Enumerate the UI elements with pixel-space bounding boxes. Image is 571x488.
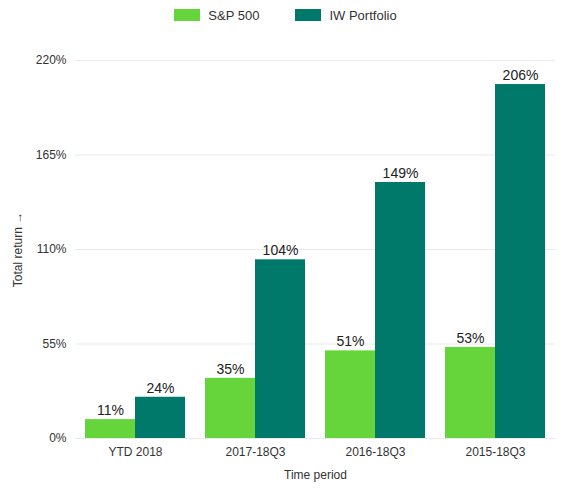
svg-text:51%: 51% bbox=[336, 333, 364, 349]
html-text:S&P 500: S&P 500 bbox=[208, 7, 260, 23]
svg-text:149%: 149% bbox=[383, 165, 419, 181]
svg-text:0%: 0% bbox=[49, 431, 67, 445]
svg-text:YTD 2018: YTD 2018 bbox=[108, 445, 162, 459]
svg-text:Total return →: Total return → bbox=[11, 212, 25, 287]
svg-text:2017-18Q3: 2017-18Q3 bbox=[225, 445, 285, 459]
svg-text:206%: 206% bbox=[503, 67, 539, 83]
svg-text:2015-18Q3: 2015-18Q3 bbox=[465, 445, 525, 459]
svg-text:53%: 53% bbox=[456, 330, 484, 346]
svg-text:24%: 24% bbox=[146, 380, 174, 396]
svg-text:165%: 165% bbox=[36, 148, 67, 162]
svg-text:35%: 35% bbox=[216, 361, 244, 377]
svg-text:11%: 11% bbox=[97, 402, 124, 418]
svg-text:110%: 110% bbox=[37, 242, 67, 256]
svg-text:2016-18Q3: 2016-18Q3 bbox=[345, 445, 405, 459]
svg-text:220%: 220% bbox=[36, 53, 67, 67]
svg-text:55%: 55% bbox=[42, 337, 66, 351]
svg-text:Time period: Time period bbox=[284, 468, 347, 482]
html-text:IW Portfolio: IW Portfolio bbox=[329, 7, 397, 23]
svg-text:104%: 104% bbox=[263, 242, 299, 258]
